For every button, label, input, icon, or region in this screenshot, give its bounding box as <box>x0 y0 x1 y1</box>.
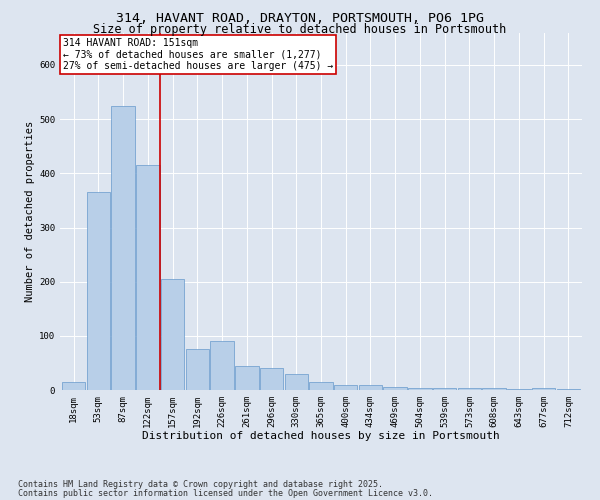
Text: Contains HM Land Registry data © Crown copyright and database right 2025.: Contains HM Land Registry data © Crown c… <box>18 480 383 489</box>
Bar <box>62 382 85 390</box>
Bar <box>482 388 506 390</box>
Bar <box>210 341 234 390</box>
Bar <box>86 192 110 390</box>
Bar <box>309 382 333 390</box>
Bar <box>161 279 184 390</box>
Text: Contains public sector information licensed under the Open Government Licence v3: Contains public sector information licen… <box>18 489 433 498</box>
Bar <box>185 350 209 390</box>
Bar <box>458 388 481 390</box>
Y-axis label: Number of detached properties: Number of detached properties <box>25 120 35 302</box>
Text: Size of property relative to detached houses in Portsmouth: Size of property relative to detached ho… <box>94 22 506 36</box>
Text: 314 HAVANT ROAD: 151sqm
← 73% of detached houses are smaller (1,277)
27% of semi: 314 HAVANT ROAD: 151sqm ← 73% of detache… <box>62 38 333 71</box>
Bar <box>433 388 457 390</box>
Bar <box>112 106 135 390</box>
Bar <box>334 384 358 390</box>
Bar <box>532 388 556 390</box>
X-axis label: Distribution of detached houses by size in Portsmouth: Distribution of detached houses by size … <box>142 432 500 442</box>
Bar <box>408 388 432 390</box>
Text: 314, HAVANT ROAD, DRAYTON, PORTSMOUTH, PO6 1PG: 314, HAVANT ROAD, DRAYTON, PORTSMOUTH, P… <box>116 12 484 26</box>
Bar <box>359 384 382 390</box>
Bar <box>235 366 259 390</box>
Bar <box>284 374 308 390</box>
Bar <box>383 388 407 390</box>
Bar <box>136 165 160 390</box>
Bar <box>260 368 283 390</box>
